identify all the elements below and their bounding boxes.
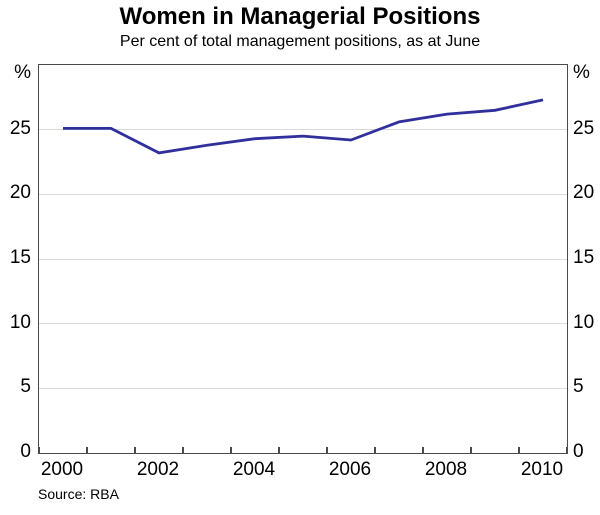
gridline xyxy=(39,323,567,325)
y-axis-unit-left: % xyxy=(14,62,31,83)
y-axis-label-left: 0 xyxy=(20,441,31,462)
x-axis-label: 2006 xyxy=(328,459,372,480)
x-axis-tick xyxy=(278,447,280,453)
x-axis-tick xyxy=(134,447,136,453)
y-axis-label-right: 20 xyxy=(573,182,595,204)
y-axis-label-left: 25 xyxy=(9,117,31,139)
gridline xyxy=(39,129,567,131)
chart-subtitle: Per cent of total management positions, … xyxy=(119,33,481,50)
x-axis-tick xyxy=(518,447,520,453)
x-axis-label: 2002 xyxy=(136,459,180,480)
x-axis-label: 2004 xyxy=(232,459,276,480)
x-axis-tick xyxy=(422,447,424,453)
source-note: Source: RBA xyxy=(38,486,119,502)
data-line xyxy=(63,98,544,155)
y-axis-unit-right: % xyxy=(573,62,590,83)
y-axis-label-left: 15 xyxy=(9,247,31,268)
y-axis-label-left: 5 xyxy=(20,376,31,398)
y-axis-label-left: 20 xyxy=(9,182,31,204)
y-axis-label-right: 5 xyxy=(573,376,584,398)
x-axis-tick xyxy=(38,447,40,453)
x-axis-tick xyxy=(470,447,472,453)
x-axis-label: 2008 xyxy=(424,459,468,480)
x-axis-tick xyxy=(566,447,568,453)
y-axis-label-right: 0 xyxy=(573,441,584,462)
x-axis-label: 2010 xyxy=(520,459,564,480)
y-axis-label-right: 25 xyxy=(573,117,595,139)
gridline xyxy=(39,387,567,389)
data-line-svg xyxy=(63,98,544,155)
x-axis-tick xyxy=(326,447,328,453)
x-axis-label: 2000 xyxy=(40,459,84,480)
x-axis-tick xyxy=(374,447,376,453)
y-axis-label-right: 15 xyxy=(573,247,595,268)
gridline xyxy=(39,193,567,195)
chart-title: Women in Managerial Positions xyxy=(119,3,481,30)
gridline xyxy=(39,258,567,260)
plot-area xyxy=(38,64,568,454)
x-axis-tick xyxy=(230,447,232,453)
x-axis-tick xyxy=(86,447,88,453)
x-axis-tick xyxy=(182,447,184,453)
y-axis-label-right: 10 xyxy=(573,311,595,333)
y-axis-label-left: 10 xyxy=(9,311,31,333)
